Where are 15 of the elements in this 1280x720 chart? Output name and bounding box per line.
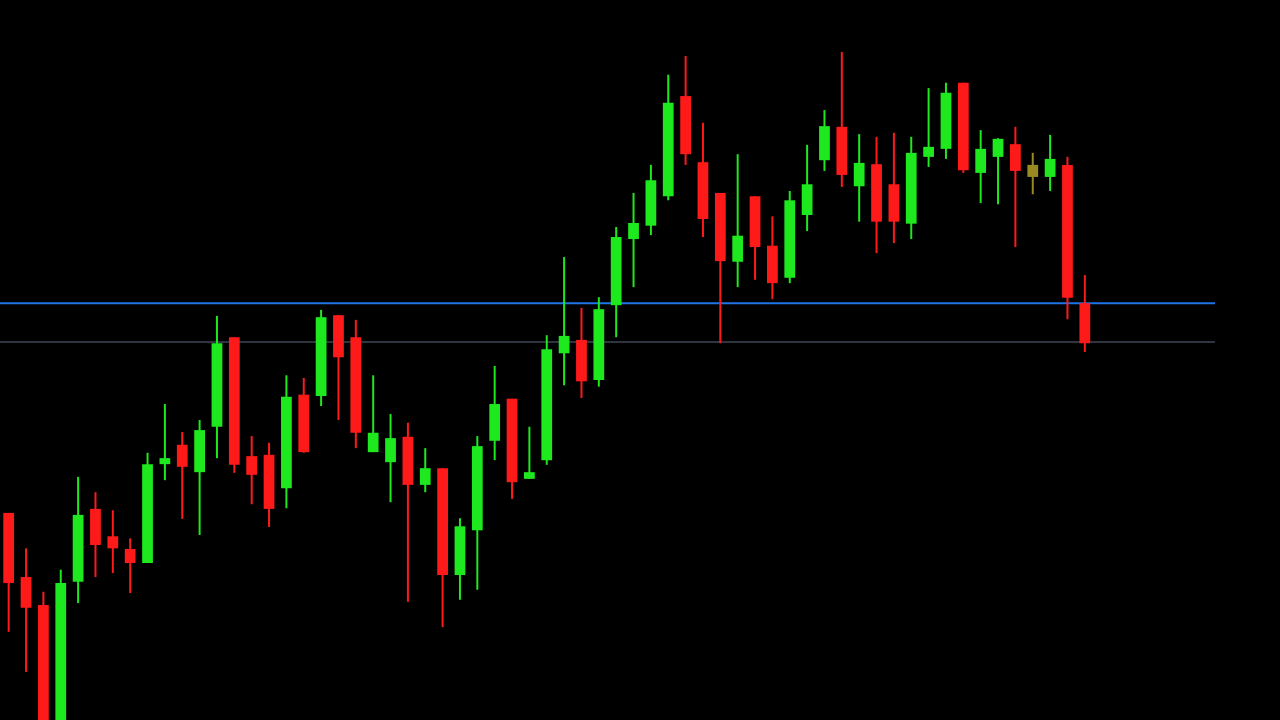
candlestick [419, 447, 431, 494]
candlestick [628, 191, 639, 289]
candlestick [367, 374, 379, 454]
candlestick [107, 509, 119, 575]
candlestick [246, 435, 258, 506]
candlestick [159, 403, 171, 482]
candlestick [524, 425, 535, 480]
candlestick [853, 133, 865, 223]
candlestick [1044, 133, 1056, 192]
candlestick [923, 87, 934, 168]
candlestick [558, 256, 570, 387]
candlestick [176, 431, 188, 520]
candlestick [124, 537, 136, 595]
candlestick [1027, 151, 1039, 196]
candlestick [992, 137, 1004, 206]
